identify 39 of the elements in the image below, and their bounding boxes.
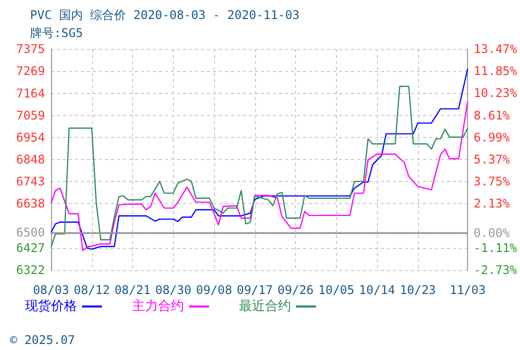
y-tick-label: 6500: [16, 226, 45, 240]
x-tick-label: 08/03: [32, 283, 70, 297]
y2-tick-label: -1.11%: [474, 240, 518, 255]
x-tick-label: 08/30: [155, 283, 192, 297]
y-tick-label: 6743: [16, 174, 45, 189]
y-tick-label: 7269: [16, 64, 45, 78]
y2-tick-label: 8.61%: [474, 108, 511, 122]
x-tick-label: 08/21: [114, 283, 151, 297]
y-tick-label: 6848: [16, 152, 45, 167]
y-tick-label: 6427: [16, 240, 45, 255]
y2-tick-label: 10.23%: [474, 86, 518, 100]
legend-label: 最近合约: [239, 299, 291, 314]
legend-label: 现货价格: [25, 299, 77, 314]
chart-title: PVC 国内 综合价 2020-08-03 - 2020-11-03: [30, 8, 300, 22]
x-tick-label: 09/08: [196, 283, 232, 297]
y2-tick-label: 0.00%: [474, 226, 511, 240]
y-tick-label: 7164: [16, 86, 45, 100]
x-tick-label: 09/26: [277, 283, 314, 297]
x-tick-label: 10/05: [318, 283, 354, 297]
y-tick-label: 6322: [16, 263, 45, 277]
y-tick-label: 6638: [16, 196, 45, 211]
x-tick-label: 10/14: [359, 283, 396, 297]
chart-subtitle: 牌号:SG5: [30, 26, 83, 40]
y-tick-label: 6954: [16, 130, 45, 144]
y-tick-label: 7059: [16, 108, 45, 122]
y2-tick-label: 13.47%: [474, 42, 518, 56]
y2-tick-label: 3.75%: [474, 174, 511, 189]
y2-tick-label: 11.85%: [474, 64, 518, 78]
x-tick-label: 08/12: [74, 283, 110, 297]
legend-label: 主力合约: [132, 298, 184, 314]
text: © 2025.07: [10, 333, 76, 347]
y2-tick-label: -2.73%: [474, 263, 518, 277]
y2-tick-label: 6.99%: [474, 130, 511, 144]
y-tick-label: 7375: [16, 42, 45, 56]
x-tick-label: 10/23: [400, 283, 436, 297]
y2-tick-label: 2.13%: [474, 196, 511, 211]
x-tick-label: 09/17: [236, 283, 273, 297]
y2-tick-label: 5.37%: [474, 152, 511, 166]
x-tick-label: 11/03: [450, 283, 486, 297]
